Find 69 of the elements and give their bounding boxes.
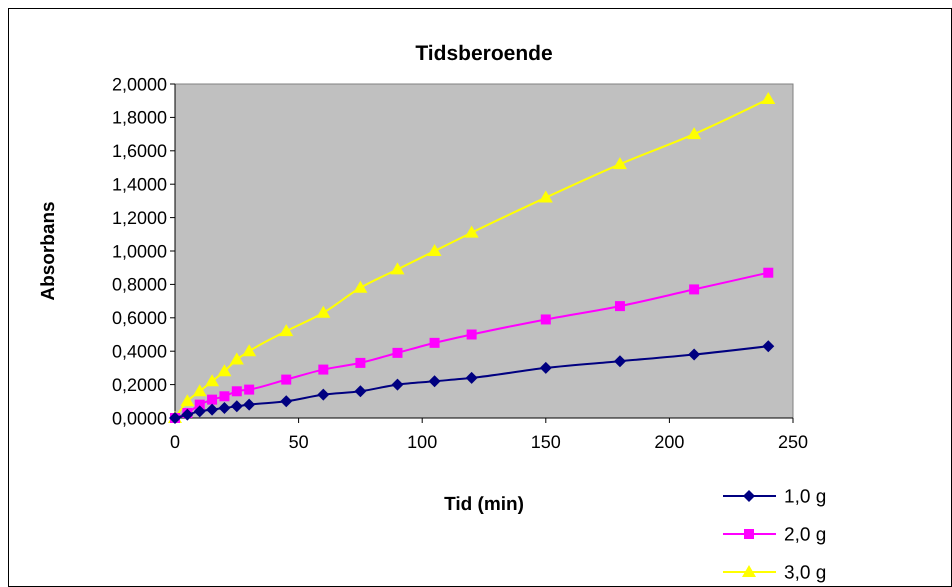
y-tick-label: 1,6000 bbox=[112, 141, 167, 162]
point bbox=[217, 364, 232, 376]
point bbox=[230, 400, 243, 412]
point bbox=[538, 190, 553, 203]
point bbox=[688, 348, 700, 361]
chart-title: Tidsberoende bbox=[415, 42, 553, 65]
point bbox=[280, 395, 292, 408]
point bbox=[540, 314, 551, 324]
point bbox=[762, 340, 774, 352]
point bbox=[466, 330, 477, 340]
point bbox=[192, 384, 207, 396]
legend-label: 2,0 g bbox=[784, 524, 826, 546]
point bbox=[464, 226, 479, 238]
y-tick-label: 1,8000 bbox=[112, 108, 167, 128]
point bbox=[218, 402, 230, 414]
point bbox=[761, 92, 776, 104]
point bbox=[281, 374, 292, 385]
x-tick-label: 200 bbox=[654, 432, 684, 452]
x-axis-title: Tid (min) bbox=[444, 494, 524, 515]
point bbox=[614, 301, 625, 312]
point bbox=[391, 378, 404, 391]
y-tick-label: 1,2000 bbox=[112, 208, 167, 228]
point bbox=[355, 358, 366, 368]
point bbox=[763, 268, 774, 278]
y-axis-title: Absorbans bbox=[38, 201, 59, 301]
point bbox=[219, 391, 230, 402]
y-tick-label: 0,8000 bbox=[112, 274, 167, 295]
point bbox=[243, 398, 256, 411]
point bbox=[279, 324, 294, 336]
point bbox=[354, 385, 366, 398]
point bbox=[540, 362, 552, 374]
point bbox=[207, 394, 218, 405]
point bbox=[392, 348, 402, 358]
point bbox=[430, 338, 440, 348]
point bbox=[244, 384, 254, 395]
legend-label: 3,0 g bbox=[784, 562, 826, 584]
point bbox=[428, 375, 441, 388]
point bbox=[390, 262, 404, 274]
y-tick-label: 0,6000 bbox=[112, 308, 167, 328]
point bbox=[318, 364, 328, 375]
point bbox=[614, 355, 626, 368]
x-tick-label: 0 bbox=[170, 432, 180, 452]
point bbox=[353, 280, 368, 293]
x-tick-label: 100 bbox=[407, 432, 438, 452]
x-tick-label: 50 bbox=[288, 432, 309, 452]
point bbox=[466, 372, 478, 384]
point bbox=[612, 157, 627, 170]
point bbox=[205, 374, 220, 386]
y-tick-label: 0,2000 bbox=[112, 374, 167, 395]
point bbox=[194, 405, 206, 418]
y-tick-label: 0,0000 bbox=[112, 408, 167, 428]
x-tick-label: 150 bbox=[530, 432, 561, 452]
y-tick-label: 1,4000 bbox=[112, 174, 167, 194]
y-tick-label: 2,0000 bbox=[112, 74, 167, 94]
point bbox=[687, 127, 702, 140]
point bbox=[428, 244, 442, 256]
legend-label: 1,0 g bbox=[784, 486, 826, 508]
y-tick-label: 1,0000 bbox=[112, 241, 167, 262]
point bbox=[316, 306, 330, 318]
point bbox=[689, 284, 700, 294]
y-tick-label: 0,4000 bbox=[112, 342, 167, 362]
x-tick-label: 250 bbox=[778, 432, 808, 452]
point bbox=[181, 408, 194, 421]
point bbox=[230, 352, 244, 365]
point bbox=[206, 404, 218, 416]
point bbox=[317, 388, 330, 401]
point bbox=[232, 386, 242, 396]
point bbox=[180, 394, 194, 406]
point bbox=[242, 344, 256, 356]
